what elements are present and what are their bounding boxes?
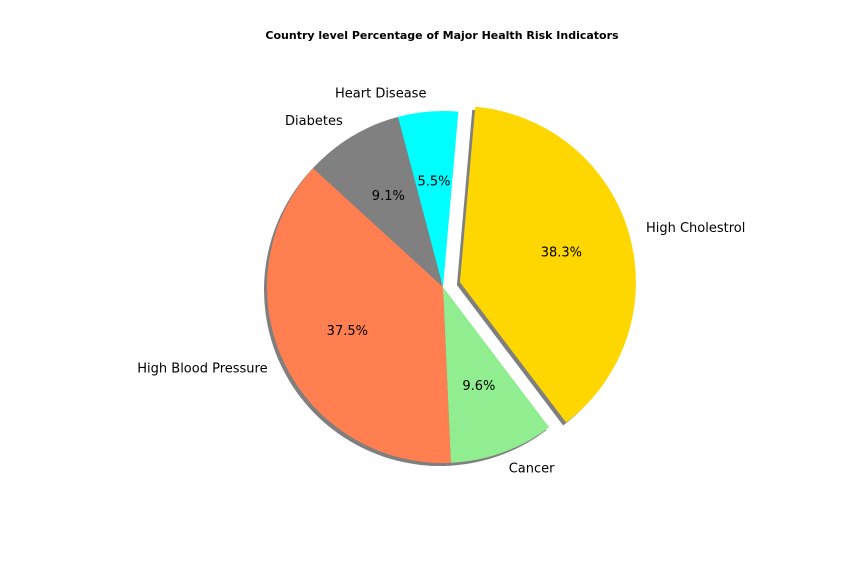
slice-pct-cancer: 9.6% bbox=[462, 379, 495, 394]
slice-high-blood-pressure bbox=[267, 168, 451, 464]
slice-label-diabetes: Diabetes bbox=[285, 114, 343, 129]
slice-high-cholestrol bbox=[459, 106, 636, 423]
slice-cancer bbox=[443, 287, 550, 463]
slice-pct-diabetes: 9.1% bbox=[372, 189, 405, 204]
slice-label-high-blood-pressure: High Blood Pressure bbox=[137, 362, 267, 377]
slice-label-high-cholestrol: High Cholestrol bbox=[646, 221, 745, 236]
slice-pct-high-blood-pressure: 37.5% bbox=[327, 324, 368, 339]
slice-label-cancer: Cancer bbox=[509, 462, 555, 477]
slice-pct-heart-disease: 5.5% bbox=[417, 174, 450, 189]
chart-title: Country level Percentage of Major Health… bbox=[265, 29, 619, 42]
slice-label-heart-disease: Heart Disease bbox=[335, 87, 426, 102]
slice-pct-high-cholestrol: 38.3% bbox=[541, 245, 582, 260]
slice-heart-disease bbox=[398, 110, 459, 287]
slice-diabetes bbox=[313, 116, 443, 287]
